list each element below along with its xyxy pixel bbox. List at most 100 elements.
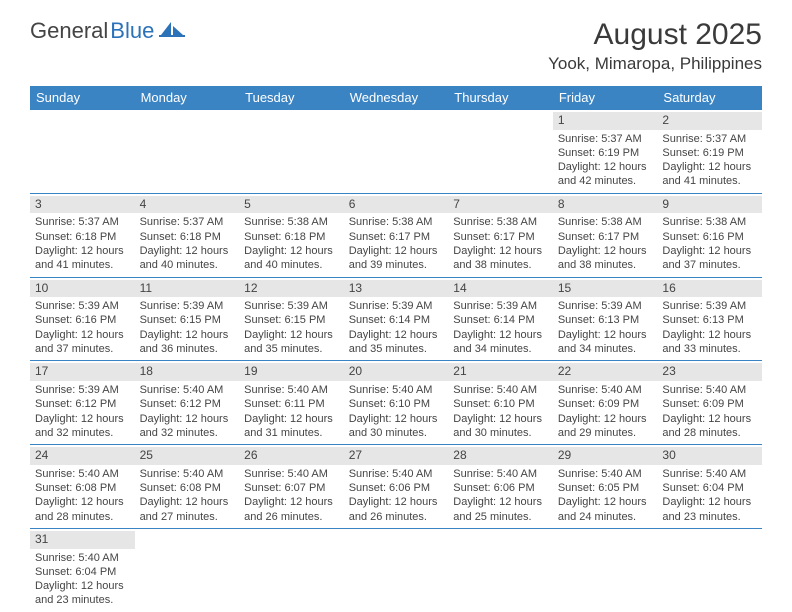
empty-cell bbox=[448, 529, 553, 612]
daylight-text: Daylight: 12 hours bbox=[558, 244, 653, 258]
day-number: 12 bbox=[239, 280, 344, 298]
sunrise-text: Sunrise: 5:37 AM bbox=[35, 215, 130, 229]
sunset-text: Sunset: 6:17 PM bbox=[349, 230, 444, 244]
daylight-text: Daylight: 12 hours bbox=[349, 495, 444, 509]
sunset-text: Sunset: 6:11 PM bbox=[244, 397, 339, 411]
daylight-text: Daylight: 12 hours bbox=[244, 412, 339, 426]
sunrise-text: Sunrise: 5:40 AM bbox=[244, 383, 339, 397]
sunset-text: Sunset: 6:06 PM bbox=[453, 481, 548, 495]
daylight-text: and 41 minutes. bbox=[662, 174, 757, 188]
sunset-text: Sunset: 6:19 PM bbox=[558, 146, 653, 160]
title-block: August 2025 Yook, Mimaropa, Philippines bbox=[548, 18, 762, 74]
daylight-text: and 24 minutes. bbox=[558, 510, 653, 524]
day-number: 26 bbox=[239, 447, 344, 465]
day-cell: 10Sunrise: 5:39 AMSunset: 6:16 PMDayligh… bbox=[30, 278, 135, 361]
sunset-text: Sunset: 6:09 PM bbox=[558, 397, 653, 411]
day-cell: 15Sunrise: 5:39 AMSunset: 6:13 PMDayligh… bbox=[553, 278, 658, 361]
daylight-text: Daylight: 12 hours bbox=[244, 495, 339, 509]
day-cell: 6Sunrise: 5:38 AMSunset: 6:17 PMDaylight… bbox=[344, 194, 449, 277]
sunset-text: Sunset: 6:07 PM bbox=[244, 481, 339, 495]
day-cell: 23Sunrise: 5:40 AMSunset: 6:09 PMDayligh… bbox=[657, 361, 762, 444]
daylight-text: Daylight: 12 hours bbox=[558, 328, 653, 342]
sunset-text: Sunset: 6:16 PM bbox=[662, 230, 757, 244]
day-number: 27 bbox=[344, 447, 449, 465]
day-number: 28 bbox=[448, 447, 553, 465]
brand-part1: General bbox=[30, 18, 108, 44]
sunrise-text: Sunrise: 5:40 AM bbox=[453, 467, 548, 481]
daylight-text: Daylight: 12 hours bbox=[662, 495, 757, 509]
brand-logo: General Blue bbox=[30, 18, 185, 44]
sunrise-text: Sunrise: 5:38 AM bbox=[349, 215, 444, 229]
day-cell: 20Sunrise: 5:40 AMSunset: 6:10 PMDayligh… bbox=[344, 361, 449, 444]
sunrise-text: Sunrise: 5:38 AM bbox=[244, 215, 339, 229]
daylight-text: and 42 minutes. bbox=[558, 174, 653, 188]
day-number: 5 bbox=[239, 196, 344, 214]
location-subtitle: Yook, Mimaropa, Philippines bbox=[548, 54, 762, 74]
weekday-header-row: SundayMondayTuesdayWednesdayThursdayFrid… bbox=[30, 86, 762, 110]
empty-cell bbox=[30, 110, 135, 193]
daylight-text: and 23 minutes. bbox=[662, 510, 757, 524]
sunset-text: Sunset: 6:18 PM bbox=[35, 230, 130, 244]
day-cell: 18Sunrise: 5:40 AMSunset: 6:12 PMDayligh… bbox=[135, 361, 240, 444]
daylight-text: and 28 minutes. bbox=[35, 510, 130, 524]
sunrise-text: Sunrise: 5:40 AM bbox=[140, 467, 235, 481]
day-number: 16 bbox=[657, 280, 762, 298]
daylight-text: Daylight: 12 hours bbox=[453, 328, 548, 342]
day-cell: 8Sunrise: 5:38 AMSunset: 6:17 PMDaylight… bbox=[553, 194, 658, 277]
empty-cell bbox=[135, 529, 240, 612]
sunrise-text: Sunrise: 5:39 AM bbox=[140, 299, 235, 313]
day-cell: 31Sunrise: 5:40 AMSunset: 6:04 PMDayligh… bbox=[30, 529, 135, 612]
day-cell: 19Sunrise: 5:40 AMSunset: 6:11 PMDayligh… bbox=[239, 361, 344, 444]
week-row: 1Sunrise: 5:37 AMSunset: 6:19 PMDaylight… bbox=[30, 110, 762, 194]
daylight-text: Daylight: 12 hours bbox=[244, 328, 339, 342]
daylight-text: and 26 minutes. bbox=[349, 510, 444, 524]
day-number: 20 bbox=[344, 363, 449, 381]
sunset-text: Sunset: 6:06 PM bbox=[349, 481, 444, 495]
day-cell: 12Sunrise: 5:39 AMSunset: 6:15 PMDayligh… bbox=[239, 278, 344, 361]
day-cell: 3Sunrise: 5:37 AMSunset: 6:18 PMDaylight… bbox=[30, 194, 135, 277]
day-cell: 29Sunrise: 5:40 AMSunset: 6:05 PMDayligh… bbox=[553, 445, 658, 528]
day-number: 18 bbox=[135, 363, 240, 381]
daylight-text: and 30 minutes. bbox=[349, 426, 444, 440]
daylight-text: and 32 minutes. bbox=[35, 426, 130, 440]
daylight-text: Daylight: 12 hours bbox=[349, 244, 444, 258]
daylight-text: Daylight: 12 hours bbox=[662, 244, 757, 258]
day-number: 15 bbox=[553, 280, 658, 298]
day-number: 4 bbox=[135, 196, 240, 214]
sunset-text: Sunset: 6:13 PM bbox=[662, 313, 757, 327]
empty-cell bbox=[344, 529, 449, 612]
weekday-header: Saturday bbox=[657, 86, 762, 110]
daylight-text: Daylight: 12 hours bbox=[35, 328, 130, 342]
sunset-text: Sunset: 6:17 PM bbox=[453, 230, 548, 244]
day-cell: 26Sunrise: 5:40 AMSunset: 6:07 PMDayligh… bbox=[239, 445, 344, 528]
day-cell: 14Sunrise: 5:39 AMSunset: 6:14 PMDayligh… bbox=[448, 278, 553, 361]
daylight-text: Daylight: 12 hours bbox=[662, 412, 757, 426]
empty-cell bbox=[448, 110, 553, 193]
day-number: 8 bbox=[553, 196, 658, 214]
daylight-text: and 40 minutes. bbox=[244, 258, 339, 272]
month-title: August 2025 bbox=[548, 18, 762, 52]
sunset-text: Sunset: 6:10 PM bbox=[349, 397, 444, 411]
sunset-text: Sunset: 6:09 PM bbox=[662, 397, 757, 411]
sunset-text: Sunset: 6:19 PM bbox=[662, 146, 757, 160]
day-cell: 21Sunrise: 5:40 AMSunset: 6:10 PMDayligh… bbox=[448, 361, 553, 444]
sunrise-text: Sunrise: 5:39 AM bbox=[558, 299, 653, 313]
brand-part2: Blue bbox=[110, 18, 154, 44]
daylight-text: and 25 minutes. bbox=[453, 510, 548, 524]
sunrise-text: Sunrise: 5:38 AM bbox=[662, 215, 757, 229]
daylight-text: Daylight: 12 hours bbox=[35, 412, 130, 426]
sunrise-text: Sunrise: 5:40 AM bbox=[35, 467, 130, 481]
day-number: 21 bbox=[448, 363, 553, 381]
daylight-text: and 35 minutes. bbox=[349, 342, 444, 356]
daylight-text: Daylight: 12 hours bbox=[558, 495, 653, 509]
daylight-text: Daylight: 12 hours bbox=[349, 412, 444, 426]
sunset-text: Sunset: 6:08 PM bbox=[140, 481, 235, 495]
daylight-text: and 31 minutes. bbox=[244, 426, 339, 440]
daylight-text: and 40 minutes. bbox=[140, 258, 235, 272]
day-number: 17 bbox=[30, 363, 135, 381]
day-number: 23 bbox=[657, 363, 762, 381]
sunrise-text: Sunrise: 5:37 AM bbox=[140, 215, 235, 229]
sunset-text: Sunset: 6:15 PM bbox=[140, 313, 235, 327]
daylight-text: Daylight: 12 hours bbox=[662, 328, 757, 342]
daylight-text: Daylight: 12 hours bbox=[35, 495, 130, 509]
